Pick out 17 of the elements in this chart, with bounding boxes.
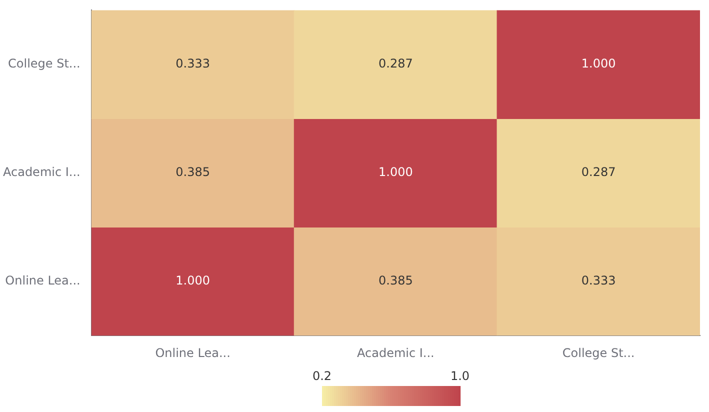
- data-label: 0.287: [581, 165, 616, 180]
- x-tick-label: Academic I...: [356, 346, 434, 360]
- data-label: 0.333: [176, 56, 210, 71]
- color-bar-label: 1.0: [450, 369, 470, 384]
- data-label: 0.385: [378, 273, 413, 288]
- data-label: 0.287: [378, 56, 413, 71]
- x-tick-label: College St...: [562, 346, 635, 360]
- data-label: 1.000: [581, 56, 616, 71]
- x-tick-label: Online Lea...: [155, 346, 230, 360]
- data-label: 0.385: [176, 165, 210, 180]
- data-label: 1.000: [378, 165, 413, 180]
- y-tick-label: Online Lea...: [5, 273, 80, 288]
- data-label: 1.000: [176, 273, 210, 288]
- y-tick-label: College St...: [8, 56, 80, 71]
- color-bar-label: 0.2: [312, 369, 332, 384]
- data-label: 0.333: [581, 273, 616, 288]
- y-tick-label: Academic I...: [2, 165, 80, 180]
